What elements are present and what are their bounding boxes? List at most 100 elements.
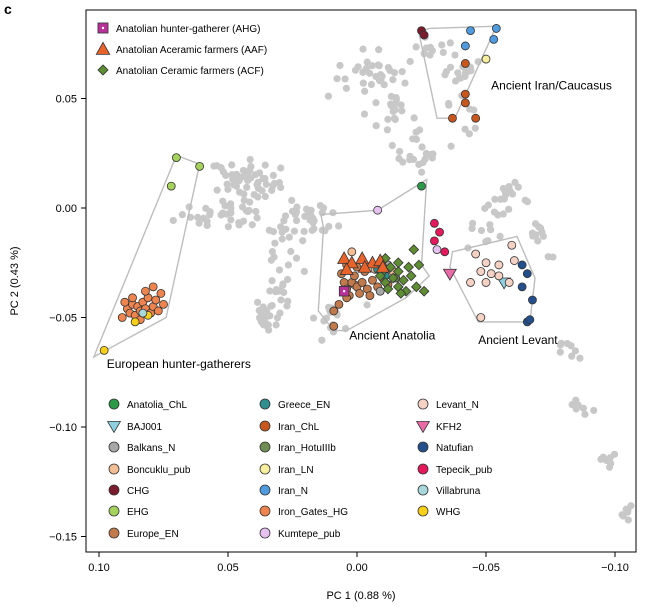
legend-label: Iran_HotuIIIb [278, 443, 336, 454]
background-point [200, 214, 208, 222]
legend-label: Villabruna [436, 486, 481, 497]
point-acf [392, 266, 404, 277]
background-point [277, 164, 285, 172]
top-legend-marker [97, 22, 109, 34]
legend-label: Boncuklu_pub [127, 465, 191, 476]
point-villabruna [138, 308, 148, 318]
point-europe-en [368, 275, 377, 285]
background-point [599, 453, 607, 461]
bottom-legend: Anatolia_ChL BAJ001 Balkans_N Boncuklu_pub C… [106, 398, 493, 540]
y-axis-label: PC 2 (0.43 %) [9, 246, 21, 315]
background-point [406, 57, 414, 66]
legend-label: Tepecik_pub [436, 465, 493, 476]
x-tick-label: 0.05 [217, 562, 238, 574]
region-label: Ancient Anatolia [349, 328, 435, 342]
y-tick-label: 0.05 [56, 94, 77, 106]
background-point [406, 156, 414, 164]
point-europe-en [355, 289, 364, 298]
background-point [341, 75, 349, 83]
point-whg [130, 317, 140, 327]
background-point [266, 287, 274, 295]
background-point [422, 149, 430, 158]
background-point [409, 135, 417, 143]
background-point [280, 288, 288, 297]
background-point [439, 48, 447, 57]
background-point [318, 336, 326, 344]
background-point [391, 106, 399, 114]
background-point [259, 307, 267, 315]
x-tick-label: 0.00 [346, 562, 367, 574]
background-point [284, 261, 292, 269]
background-point [300, 267, 308, 275]
background-point [446, 39, 454, 47]
background-point [252, 207, 260, 216]
background-point [590, 406, 598, 415]
background-point [299, 237, 307, 245]
background-point [398, 107, 406, 115]
background-point [415, 160, 423, 168]
background-point [391, 100, 399, 108]
point-aaf [344, 255, 359, 269]
point-levant-n [486, 269, 496, 279]
point-levant-n [471, 249, 481, 259]
background-point [336, 61, 344, 70]
y-tick-label: −0.05 [49, 313, 77, 325]
background-point [396, 147, 404, 156]
background-point [461, 125, 469, 133]
background-point [375, 62, 383, 70]
background-point [267, 302, 275, 310]
background-point [372, 122, 380, 130]
legend-marker [417, 505, 429, 517]
point-iron-gates-hg [153, 306, 163, 316]
background-point [267, 256, 275, 264]
background-point [366, 69, 374, 77]
legend-marker [417, 463, 429, 475]
point-iron-gates-hg [151, 295, 161, 305]
background-point [262, 180, 270, 188]
hull-levant [449, 235, 536, 323]
background-point [491, 195, 499, 203]
background-point [321, 227, 329, 235]
background-point [384, 63, 392, 72]
point-balkans-n [375, 286, 385, 296]
background-point [534, 237, 542, 245]
background-point [398, 68, 406, 76]
x-tick-label: 0.10 [88, 562, 109, 574]
background-point [238, 203, 247, 211]
background-point [302, 205, 311, 213]
point-iran-n [460, 41, 470, 51]
background-point [383, 126, 392, 134]
background-point [428, 47, 436, 55]
background-point [253, 214, 261, 222]
background-point [391, 115, 399, 124]
background-point [389, 76, 397, 84]
legend-label: EHG [127, 507, 149, 518]
background-point [224, 223, 232, 231]
background-point [401, 79, 409, 87]
point-acf [410, 281, 422, 293]
background-point [532, 231, 540, 239]
legend-marker [259, 484, 271, 496]
background-point [324, 92, 333, 100]
legend-marker [259, 398, 271, 410]
background-point [261, 192, 269, 201]
top-legend-marker [97, 64, 109, 76]
point-natufian [528, 295, 537, 305]
background-point [446, 63, 455, 71]
background-point [627, 502, 635, 510]
background-point [360, 110, 369, 118]
background-point [316, 201, 324, 210]
background-point [194, 213, 202, 222]
background-point [290, 227, 298, 235]
background-point [508, 190, 517, 198]
background-point [283, 275, 292, 284]
background-point [490, 208, 499, 216]
legend-label: Iron_Gates_HG [278, 507, 348, 518]
background-point [272, 321, 280, 329]
background-point [624, 508, 632, 516]
background-point [270, 179, 279, 188]
point-acf [387, 272, 399, 284]
hull-european-hunter-gatherers [92, 154, 201, 359]
background-point [265, 326, 273, 334]
point-anatolia-chl [417, 181, 426, 191]
